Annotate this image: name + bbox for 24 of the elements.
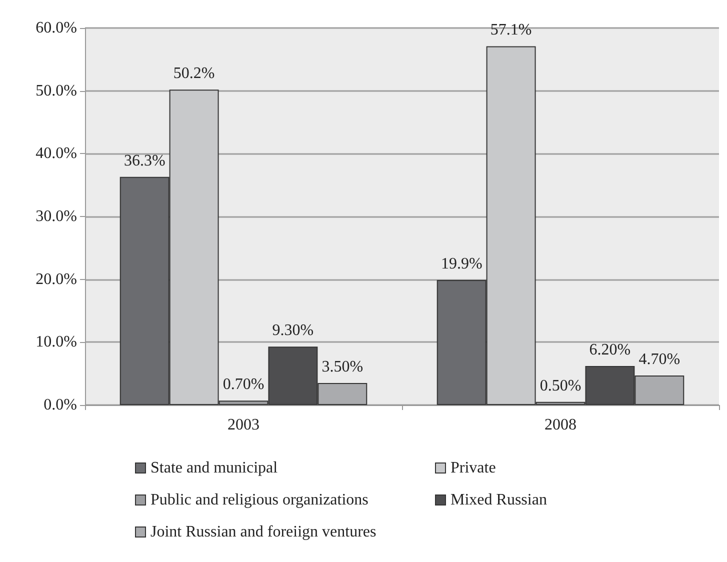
data-label: 36.3%: [124, 152, 166, 170]
legend-label: Joint Russian and foreiign ventures: [150, 524, 376, 540]
data-label: 6.20%: [589, 342, 631, 359]
y-tick-label: 0.0%: [44, 396, 77, 414]
data-label: 0.50%: [540, 377, 582, 394]
legend-label: Private: [450, 460, 496, 476]
y-tick-label: 30.0%: [36, 208, 77, 225]
legend-label: State and municipal: [150, 460, 278, 476]
data-label: 3.50%: [322, 358, 364, 376]
legend-label: Mixed Russian: [450, 492, 547, 508]
y-tick-label: 40.0%: [36, 145, 77, 162]
data-label: 19.9%: [440, 255, 482, 272]
data-label: 9.30%: [272, 322, 314, 340]
data-label: 0.70%: [222, 376, 264, 394]
data-label: 50.2%: [173, 65, 215, 82]
legend-label: Public and religious organizations: [150, 492, 368, 508]
y-tick-label: 50.0%: [36, 82, 77, 100]
x-tick-label: 2003: [228, 416, 260, 434]
y-tick-label: 10.0%: [36, 334, 77, 351]
y-tick-label: 60.0%: [36, 20, 77, 36]
data-label: 4.70%: [638, 350, 680, 368]
data-label: 57.1%: [490, 22, 532, 39]
x-tick-label: 2008: [544, 416, 576, 434]
y-tick-label: 20.0%: [36, 270, 77, 288]
